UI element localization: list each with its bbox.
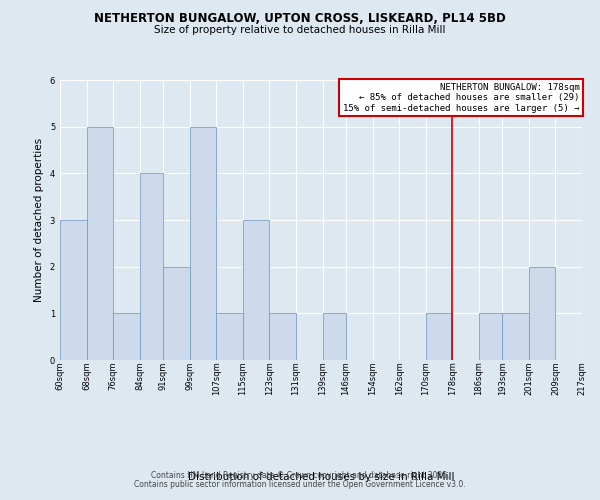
Bar [243,220,269,360]
Bar [60,220,86,360]
Bar [113,314,140,360]
Text: NETHERTON BUNGALOW: 178sqm
← 85% of detached houses are smaller (29)
15% of semi: NETHERTON BUNGALOW: 178sqm ← 85% of deta… [343,83,580,112]
Bar [529,266,556,360]
Text: NETHERTON BUNGALOW, UPTON CROSS, LISKEARD, PL14 5BD: NETHERTON BUNGALOW, UPTON CROSS, LISKEAR… [94,12,506,26]
Bar [502,314,529,360]
Bar [216,314,243,360]
Bar [269,314,296,360]
Bar [140,174,163,360]
Bar [86,126,113,360]
Text: Contains public sector information licensed under the Open Government Licence v3: Contains public sector information licen… [134,480,466,489]
Bar [190,126,216,360]
Bar [163,266,190,360]
X-axis label: Distribution of detached houses by size in Rilla Mill: Distribution of detached houses by size … [188,472,454,482]
Text: Contains HM Land Registry data © Crown copyright and database right 2025.: Contains HM Land Registry data © Crown c… [151,471,449,480]
Text: Size of property relative to detached houses in Rilla Mill: Size of property relative to detached ho… [154,25,446,35]
Bar [426,314,452,360]
Bar [323,314,346,360]
Bar [479,314,502,360]
Y-axis label: Number of detached properties: Number of detached properties [34,138,44,302]
